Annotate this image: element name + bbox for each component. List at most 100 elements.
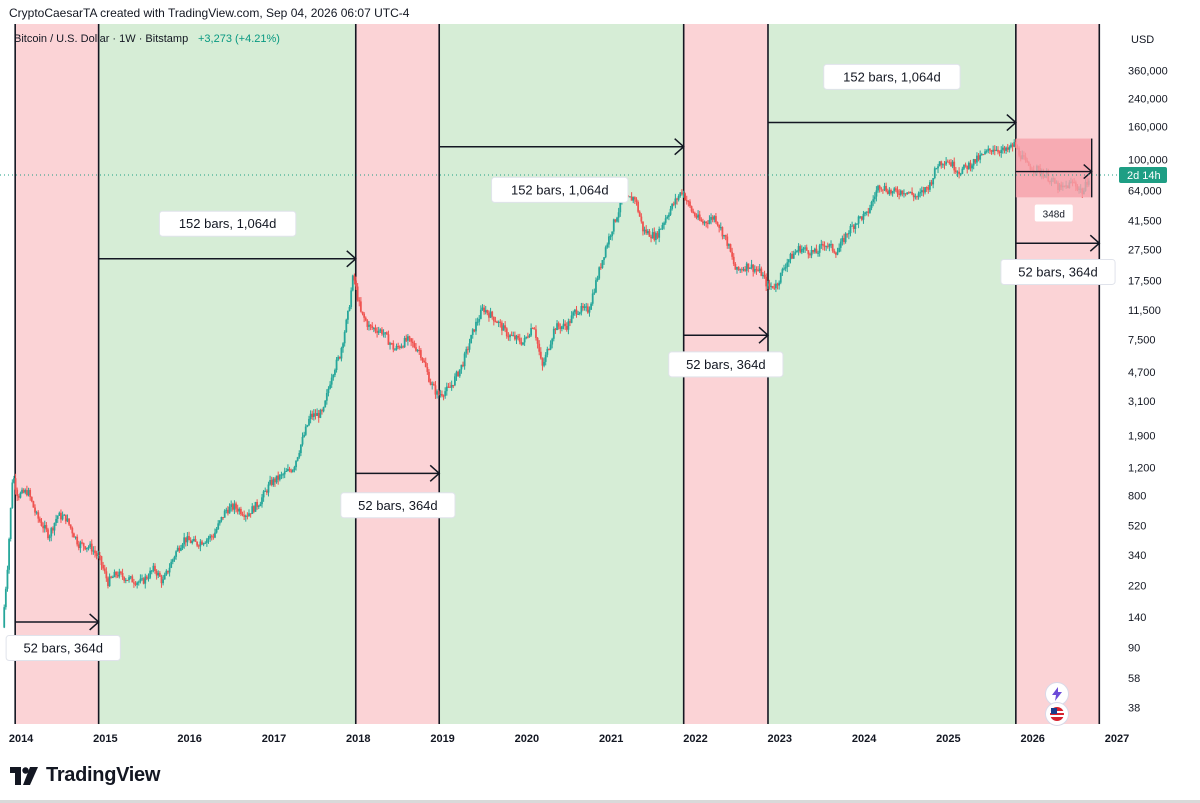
candle-body <box>791 253 794 259</box>
candle-body <box>29 489 32 497</box>
candle-body <box>27 489 30 496</box>
candle-body <box>69 524 72 528</box>
candle-body <box>642 221 644 232</box>
price-tick-label: 520 <box>1128 520 1146 532</box>
candle-body <box>906 192 909 194</box>
candle-body <box>794 252 797 254</box>
candle-body <box>105 571 108 579</box>
candle-body <box>901 190 904 195</box>
candle-body <box>549 344 552 350</box>
candle-body <box>976 155 978 163</box>
candle-body <box>287 468 289 471</box>
candle-body <box>843 237 845 243</box>
price-axis-background <box>1117 24 1200 749</box>
candle-body <box>909 191 912 193</box>
current-price-countdown: 2d 14h <box>1127 170 1161 182</box>
candle-body <box>922 190 925 193</box>
current-price-tag <box>1119 166 1167 183</box>
candle-body <box>638 211 641 217</box>
candle-body <box>454 376 456 386</box>
candle-body <box>531 328 534 330</box>
candle-body <box>643 229 646 232</box>
price-tick-label: 38 <box>1128 703 1140 715</box>
candle-body <box>183 537 186 545</box>
candle-body <box>108 576 111 587</box>
candle-body <box>35 512 38 514</box>
candle-body <box>220 517 223 521</box>
candle-body <box>389 343 391 345</box>
candle-body <box>974 159 977 163</box>
candle-body <box>465 349 468 354</box>
candle-body <box>787 259 790 263</box>
candle-body <box>768 283 771 287</box>
candle-body <box>68 518 70 525</box>
candle-body <box>520 341 523 345</box>
candle-body <box>431 383 434 385</box>
candle-body <box>839 241 842 248</box>
candle-body <box>565 325 568 330</box>
candle-body <box>56 515 59 519</box>
candle-body <box>363 313 366 318</box>
candle-body <box>74 536 77 538</box>
candle-body <box>862 213 865 220</box>
candle-body <box>711 216 714 220</box>
price-tick-label: 160,000 <box>1128 122 1168 134</box>
candle-body <box>157 572 160 576</box>
candle-body <box>679 192 682 197</box>
currency-label[interactable]: USD <box>1131 34 1154 46</box>
candle-body <box>494 321 497 323</box>
candle-body <box>371 325 374 328</box>
candle-body <box>256 501 259 507</box>
candle-body <box>515 335 518 340</box>
price-tick-label: 41,500 <box>1128 216 1162 228</box>
candle-body <box>747 263 750 269</box>
candle-body <box>533 328 536 330</box>
candle-body <box>937 166 939 169</box>
candle-body <box>265 490 268 493</box>
candle-body <box>466 349 469 351</box>
candle-body <box>854 223 857 230</box>
candle-body <box>719 227 722 229</box>
candle-body <box>312 413 315 417</box>
candle-body <box>992 149 995 152</box>
candle-body <box>202 543 205 545</box>
candle-body <box>792 253 795 259</box>
candle-body <box>445 386 448 392</box>
price-axis[interactable]: 360,000 240,000 160,000 100,000 64,000 41,500… <box>1117 24 1200 749</box>
candle-body <box>569 321 571 323</box>
candle-body <box>233 503 236 510</box>
candle-body <box>47 529 49 539</box>
candle-body <box>765 276 768 287</box>
candle-body <box>857 216 860 224</box>
candle-body <box>235 503 237 509</box>
year-tick-label: 2018 <box>346 733 370 745</box>
candle-body <box>356 286 359 301</box>
candle-body <box>429 381 432 385</box>
tradingview-logo[interactable]: TradingView <box>10 764 160 787</box>
flag-icon[interactable] <box>1045 702 1069 726</box>
year-tick-label: 2021 <box>599 733 623 745</box>
candle-body <box>543 361 545 366</box>
candle-body <box>617 212 620 218</box>
duration-arrow-head <box>89 613 100 631</box>
candle-body <box>820 244 823 246</box>
time-axis[interactable]: 2014 2015 2016 2017 2018 2019 2020 2021 2022 2023… <box>0 724 1200 749</box>
candle-body <box>740 269 743 271</box>
candle-body <box>582 306 584 308</box>
candle-body <box>539 351 542 359</box>
candle-body <box>497 321 500 324</box>
candle-body <box>142 578 145 584</box>
duration-label-bg <box>158 210 297 237</box>
price-tick-label: 7,500 <box>1128 335 1156 347</box>
candle-body <box>26 490 28 496</box>
candle-body <box>136 582 139 585</box>
candle-body <box>890 190 892 194</box>
candle-body <box>813 248 816 252</box>
candle-body <box>398 346 401 348</box>
candle-body <box>381 329 383 334</box>
candle-body <box>783 268 785 270</box>
candle-body <box>554 328 557 331</box>
duration-label: 152 bars, 1,064d <box>179 216 277 231</box>
candle-body <box>66 518 69 522</box>
